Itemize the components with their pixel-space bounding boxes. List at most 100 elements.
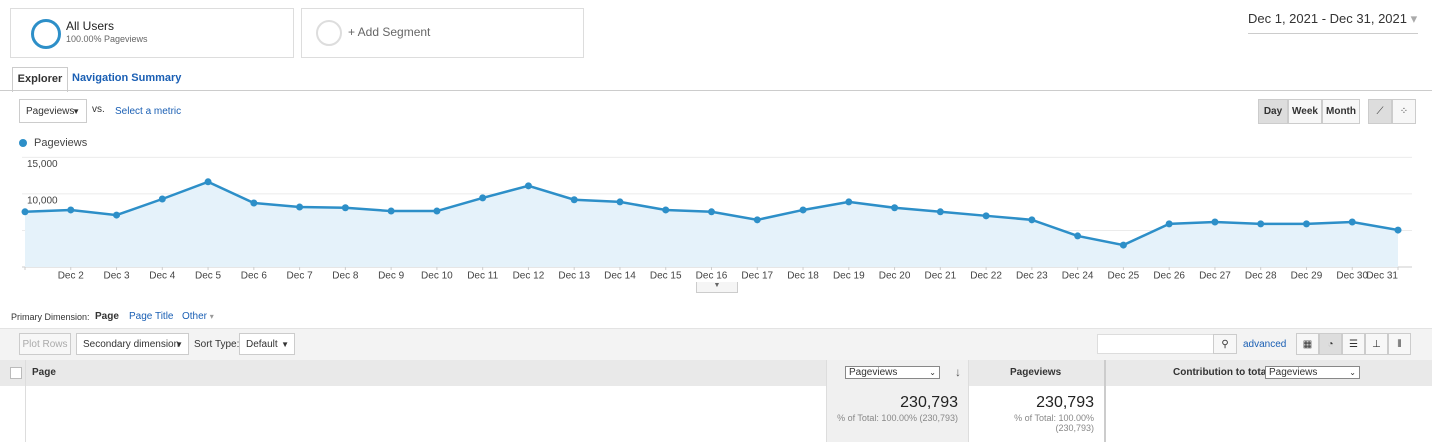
point <box>1028 216 1036 224</box>
metric-select-text: Pageviews <box>26 105 75 117</box>
secondary-dimension[interactable]: Secondary dimension ▼ <box>76 333 189 355</box>
x-tick-label: Dec 29 <box>1291 271 1323 282</box>
x-tick-label: Dec 13 <box>558 271 590 282</box>
x-tick-label: Dec 21 <box>924 271 956 282</box>
x-tick-label: Dec 12 <box>513 271 545 282</box>
dimension-option[interactable]: Other ▾ <box>182 311 214 322</box>
point <box>1394 226 1402 234</box>
segment-name: All Users <box>66 19 115 33</box>
dimension-option[interactable]: Page <box>95 311 119 322</box>
point <box>616 198 624 206</box>
point <box>433 207 441 215</box>
view-button[interactable]: ⊥ <box>1365 333 1388 355</box>
search-button[interactable]: ⚲ <box>1213 334 1237 354</box>
point <box>1119 241 1127 249</box>
metric-select[interactable]: Pageviews ▼ <box>19 99 87 123</box>
checkbox[interactable] <box>10 367 22 379</box>
point <box>1302 220 1310 228</box>
date-range[interactable]: Dec 1, 2021 - Dec 31, 2021 ▾ <box>1248 11 1418 34</box>
segment-card[interactable]: All Users 100.00% Pageviews <box>10 8 294 58</box>
point <box>708 208 715 216</box>
advanced-link[interactable]: advanced <box>1243 339 1287 350</box>
table-header <box>0 360 1432 386</box>
x-tick-label: Dec 25 <box>1108 271 1140 282</box>
x-tick-label: Dec 5 <box>195 271 222 282</box>
x-tick-label: Dec 18 <box>787 271 819 282</box>
x-tick-label: Dec 15 <box>650 271 682 282</box>
legend-label: Pageviews <box>34 137 88 149</box>
view-button[interactable]: ▦ <box>1296 333 1319 355</box>
column-metric-select[interactable]: Pageviews ⌄ <box>845 366 940 379</box>
sort-arrow[interactable]: ↓ <box>955 365 961 379</box>
area <box>25 181 1398 267</box>
point <box>341 204 349 212</box>
x-tick-label: Dec 31 <box>1366 271 1398 282</box>
dimension-option[interactable]: Page Title <box>129 311 174 322</box>
x-tick-label: Dec 8 <box>332 271 359 282</box>
point <box>524 182 532 190</box>
point <box>296 203 304 211</box>
line-chart-button[interactable]: ⟋ <box>1368 99 1392 124</box>
tab[interactable]: Explorer <box>12 67 68 92</box>
point <box>845 198 853 206</box>
toolbar <box>0 328 1432 361</box>
point <box>1165 220 1173 228</box>
dimension-label: Primary Dimension: <box>11 312 90 322</box>
y-tick-label: 10,000 <box>27 196 58 207</box>
x-tick-label: Dec 30 <box>1336 271 1368 282</box>
point <box>21 208 29 216</box>
x-tick-label: Dec 19 <box>833 271 865 282</box>
add-segment[interactable]: + Add Segment <box>301 8 584 58</box>
period-button[interactable]: Day <box>1258 99 1288 124</box>
x-tick-label: Dec 24 <box>1062 271 1094 282</box>
column-header: Pageviews <box>1010 367 1062 378</box>
x-tick-label: Dec 26 <box>1153 271 1185 282</box>
x-tick-label: Dec 3 <box>103 271 130 282</box>
point <box>1074 232 1082 240</box>
x-tick-label: Dec 22 <box>970 271 1002 282</box>
x-tick-label: Dec 6 <box>241 271 268 282</box>
tab[interactable]: Navigation Summary <box>72 72 182 84</box>
y-tick-label: 15,000 <box>27 159 58 170</box>
view-button[interactable]: ⦀ <box>1388 333 1411 355</box>
total-value: 230,793 <box>900 394 958 411</box>
column-header: Pageviews <box>849 367 898 378</box>
legend-dot <box>19 139 27 147</box>
column-frame <box>968 360 1106 442</box>
x-tick-label: Dec 20 <box>879 271 911 282</box>
x-tick-label: Dec 14 <box>604 271 636 282</box>
point <box>982 212 990 220</box>
point <box>1257 220 1265 228</box>
view-button[interactable]: ☰ <box>1342 333 1365 355</box>
total-detail: % of Total: 100.00% (230,793) <box>837 413 958 423</box>
contribution-metric: Pageviews <box>1269 367 1318 378</box>
contribution-select[interactable]: Pageviews ⌄ <box>1265 366 1360 379</box>
secondary-text: Secondary dimension <box>83 338 180 350</box>
vs-label: vs. <box>92 104 105 115</box>
total-value: 230,793 <box>1036 394 1094 411</box>
view-button[interactable]: ◔ <box>1319 333 1342 355</box>
add-segment-label: + Add Segment <box>348 25 431 39</box>
period-button[interactable]: Month <box>1322 99 1360 124</box>
point <box>753 216 761 224</box>
x-tick-label: Dec 7 <box>287 271 314 282</box>
x-tick-label: Dec 4 <box>149 271 176 282</box>
x-tick-label: Dec 16 <box>696 271 728 282</box>
sort-text: Default <box>246 338 278 350</box>
column-header[interactable]: Page <box>32 367 56 378</box>
segment-detail: 100.00% Pageviews <box>66 34 148 44</box>
motion-chart-button[interactable]: ⁘ <box>1392 99 1416 124</box>
point <box>250 199 258 207</box>
select-metric[interactable]: Select a metric <box>115 106 182 117</box>
sort-label: Sort Type: <box>194 339 240 350</box>
date-range-text: Dec 1, 2021 - Dec 31, 2021 <box>1248 11 1407 26</box>
collapse-handle[interactable]: ▼ <box>696 282 738 293</box>
plot-rows[interactable]: Plot Rows <box>19 333 71 355</box>
x-tick-label: Dec 11 <box>467 271 498 282</box>
sort-select[interactable]: Default ▼ <box>239 333 295 355</box>
add-icon <box>316 20 342 46</box>
x-tick-label: Dec 10 <box>421 271 453 282</box>
period-button[interactable]: Week <box>1288 99 1322 124</box>
